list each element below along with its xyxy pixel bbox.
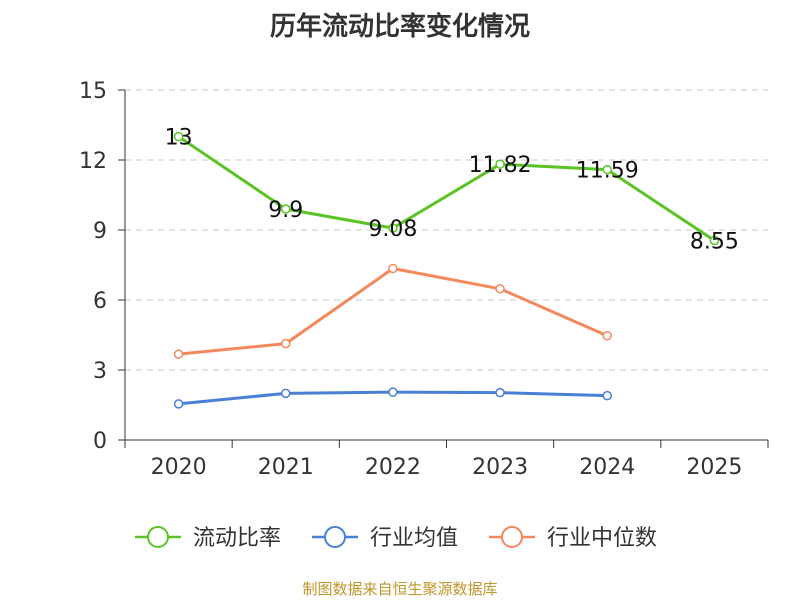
legend-marker-industry_median <box>501 526 523 548</box>
legend-marker-industry_mean <box>324 526 346 548</box>
data-label: 13 <box>165 126 193 151</box>
y-tick-label: 9 <box>93 219 107 244</box>
data-label: 8.55 <box>690 230 739 255</box>
y-tick-label: 12 <box>79 149 107 174</box>
chart-title: 历年流动比率变化情况 <box>269 12 530 42</box>
data-label: 11.82 <box>469 153 532 178</box>
data-point-industry_median <box>388 263 398 274</box>
series-line-industry_median <box>178 267 608 356</box>
data-point-industry_mean <box>495 387 505 398</box>
y-tick-label: 6 <box>93 289 107 314</box>
data-point-industry_median <box>495 284 505 294</box>
data-point-current_ratio <box>281 204 291 214</box>
data-point-current_ratio <box>173 131 184 142</box>
y-tick-label: 3 <box>93 359 107 384</box>
data-point-industry_mean <box>173 399 184 409</box>
data-point-current_ratio <box>388 223 398 233</box>
legend-marker-current_ratio <box>147 526 169 548</box>
data-point-current_ratio <box>495 159 505 169</box>
series-line-current_ratio <box>177 135 716 242</box>
data-point-industry_mean <box>602 390 612 401</box>
legend-label-current_ratio: 流动比率 <box>193 526 281 551</box>
data-point-industry_median <box>602 330 612 341</box>
data-source-note: 制图数据来自恒生聚源数据库 <box>302 580 498 598</box>
legend-label-industry_median: 行业中位数 <box>547 526 657 551</box>
x-tick-label: 2021 <box>258 455 314 480</box>
legend-label-industry_mean: 行业均值 <box>370 526 458 551</box>
data-point-current_ratio <box>709 235 720 246</box>
data-label: 9.9 <box>268 198 303 223</box>
data-point-industry_mean <box>281 388 291 399</box>
data-label: 11.59 <box>576 159 639 184</box>
data-point-industry_median <box>173 349 184 359</box>
x-tick-label: 2020 <box>151 455 207 480</box>
data-point-current_ratio <box>602 164 612 175</box>
data-label: 9.08 <box>368 217 417 242</box>
y-tick-label: 0 <box>93 429 107 454</box>
x-tick-label: 2023 <box>472 455 528 480</box>
x-tick-label: 2024 <box>579 455 635 480</box>
data-point-industry_median <box>281 338 291 349</box>
x-tick-label: 2022 <box>365 455 421 480</box>
data-point-industry_mean <box>388 387 398 397</box>
x-tick-label: 2025 <box>686 455 742 480</box>
y-tick-label: 15 <box>79 79 107 104</box>
